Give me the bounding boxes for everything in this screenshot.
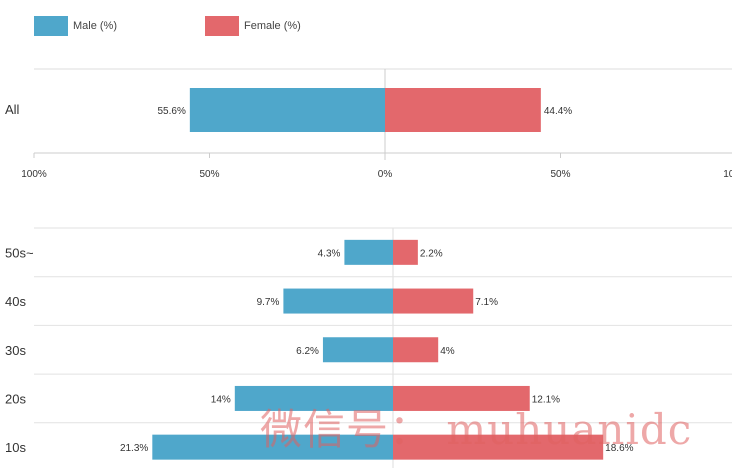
bar-male bbox=[234, 385, 393, 411]
data-label-male-all: 55.6% bbox=[157, 106, 185, 117]
legend-item-female: Female (%) bbox=[205, 16, 301, 36]
category-label: 20s bbox=[5, 391, 26, 406]
data-label-female: 12.1% bbox=[532, 394, 560, 405]
legend-label-male: Male (%) bbox=[73, 20, 118, 32]
data-label-female: 7.1% bbox=[475, 297, 498, 308]
bar-male bbox=[152, 434, 393, 460]
bar-female bbox=[393, 288, 474, 314]
bar-male bbox=[322, 337, 393, 363]
category-label: 30s bbox=[5, 343, 26, 358]
x-tick-label: 0% bbox=[378, 169, 393, 180]
bar-female bbox=[393, 385, 530, 411]
legend-swatch-male bbox=[34, 16, 68, 36]
x-tick-label: 50% bbox=[550, 169, 570, 180]
data-label-male: 6.2% bbox=[296, 346, 319, 357]
bar-male-all bbox=[189, 88, 385, 132]
legend-label-female: Female (%) bbox=[244, 20, 301, 32]
data-label-female: 2.2% bbox=[420, 248, 443, 259]
bar-female-all bbox=[385, 88, 541, 132]
data-label-female-all: 44.4% bbox=[544, 106, 572, 117]
data-label-male: 4.3% bbox=[318, 248, 341, 259]
bar-female bbox=[393, 239, 418, 265]
bar-female bbox=[393, 434, 604, 460]
category-label: 10s bbox=[5, 440, 26, 455]
bar-female bbox=[393, 337, 439, 363]
legend-swatch-female bbox=[205, 16, 239, 36]
data-label-female: 18.6% bbox=[605, 443, 633, 454]
bar-male bbox=[283, 288, 393, 314]
data-label-male: 9.7% bbox=[257, 297, 280, 308]
legend-item-male: Male (%) bbox=[34, 16, 117, 36]
x-tick-label: 50% bbox=[199, 169, 219, 180]
data-label-male: 21.3% bbox=[120, 443, 148, 454]
data-label-female: 4% bbox=[440, 346, 455, 357]
bar-male bbox=[344, 239, 393, 265]
x-tick-label: 100% bbox=[21, 169, 47, 180]
data-label-male: 14% bbox=[211, 394, 231, 405]
x-tick-label: 100% bbox=[723, 169, 732, 180]
category-label-all: All bbox=[5, 102, 20, 117]
category-label: 40s bbox=[5, 294, 26, 309]
category-label: 50s~ bbox=[5, 245, 34, 260]
